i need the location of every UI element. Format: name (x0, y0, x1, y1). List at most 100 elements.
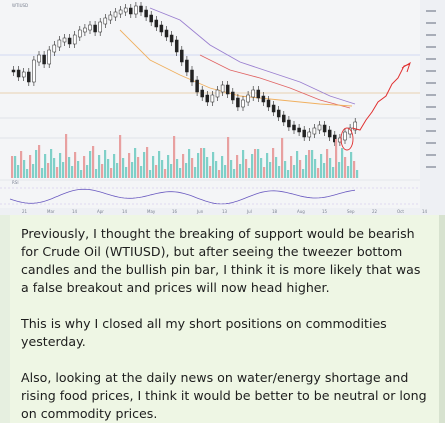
price-tick (426, 118, 436, 120)
volume-bar (290, 156, 293, 178)
symbol-label: WTIUSD (12, 3, 28, 8)
volume-bar (284, 161, 287, 178)
volume-bar (62, 162, 65, 178)
candle-body (21, 71, 26, 78)
volume-bar (347, 166, 350, 178)
candle-body (118, 9, 123, 15)
volume-bar (296, 151, 299, 178)
time-axis-label: 15 (322, 209, 328, 214)
candle-body (215, 89, 220, 98)
rsi-line (9, 188, 356, 205)
volume-bar (281, 138, 284, 178)
candle-body (256, 89, 261, 99)
candle-body (57, 39, 62, 48)
candle-body (343, 131, 347, 141)
volume-bar (125, 167, 128, 178)
time-axis-label: 14 (72, 209, 78, 214)
indicator-label: RSI (12, 180, 19, 185)
volume-bar (56, 167, 59, 178)
candle-body (251, 89, 255, 98)
volume-bar (11, 156, 14, 178)
volume-bar (113, 154, 116, 178)
candle-body (292, 124, 296, 131)
candle-body (312, 127, 317, 135)
price-tick (426, 10, 436, 12)
volume-bar (254, 149, 257, 178)
candle-body (164, 29, 169, 38)
price-axis-ticks (426, 10, 436, 168)
volume-bar (134, 148, 137, 178)
volume-bar (104, 150, 107, 178)
candle-body (180, 49, 184, 63)
volume-bar (305, 155, 308, 178)
candle-body (246, 94, 250, 103)
candle-body (225, 84, 230, 95)
time-axis-label: Oct (397, 209, 404, 214)
candle-body (134, 5, 138, 15)
volume-bar (293, 165, 296, 178)
volume-bar (65, 134, 68, 178)
volume-bar (233, 169, 236, 178)
message-left-gutter (0, 215, 10, 423)
volume-bar (269, 162, 272, 178)
volume-bar (251, 154, 254, 178)
volume-bar (197, 153, 200, 178)
candle-body (185, 59, 189, 73)
volume-bar (320, 154, 323, 178)
price-tick (426, 34, 436, 36)
candle-body (236, 97, 240, 108)
volume-bar (344, 157, 347, 178)
candle-body (271, 104, 276, 113)
candle-body (307, 131, 312, 138)
volume-bar (335, 139, 338, 178)
scrollbar-track[interactable] (439, 215, 445, 423)
volume-bar (299, 160, 302, 178)
message-paragraph-1: Previously, I thought the breaking of su… (21, 226, 421, 295)
price-tick (426, 130, 436, 132)
volume-bar (152, 156, 155, 178)
candle-body (149, 14, 153, 23)
time-axis-label: 13 (222, 209, 228, 214)
candle-body (174, 39, 179, 53)
projection-arrowhead (401, 61, 411, 73)
time-axis-label: Jul (246, 209, 252, 214)
candle-body (83, 27, 87, 33)
volume-bar (83, 156, 86, 178)
volume-bar (59, 153, 62, 178)
volume-bar (338, 162, 341, 178)
volume-bar (308, 150, 311, 178)
volume-bar (119, 135, 122, 178)
volume-bars (11, 134, 359, 178)
volume-bar (131, 162, 134, 178)
volume-bar (53, 158, 56, 178)
candle-body (261, 95, 266, 103)
time-axis-label: May (147, 209, 156, 214)
candle-body (42, 54, 46, 65)
candle-body (103, 17, 108, 25)
volume-bar (50, 149, 53, 178)
candle-body (282, 114, 286, 123)
candle-body (98, 21, 102, 33)
volume-bar (176, 159, 179, 178)
volume-bar (278, 166, 281, 178)
candle-body (72, 34, 77, 45)
candle-body (139, 5, 143, 13)
time-axis (0, 208, 445, 215)
time-axis-label: Mar (47, 209, 55, 214)
price-chart: 21 Mar 14 Apr 14 May 16 Jun 13 Jul 18 Aug 15 Sep 22 Oct… (0, 0, 445, 215)
time-axis-label: 22 (372, 209, 378, 214)
volume-bar (341, 148, 344, 178)
candle-body (205, 94, 210, 103)
volume-bar (260, 158, 263, 178)
ma-purple-line (149, 7, 356, 105)
candle-body (241, 99, 245, 108)
volume-bar (317, 168, 320, 178)
message-bubble: Previously, I thought the breaking of su… (10, 215, 439, 423)
volume-bar (215, 161, 218, 178)
candle-body (67, 37, 72, 45)
volume-bar (311, 150, 314, 178)
volume-bar (23, 160, 26, 178)
volume-bar (140, 166, 143, 178)
volume-bar (32, 164, 35, 178)
volume-bar (230, 160, 233, 178)
